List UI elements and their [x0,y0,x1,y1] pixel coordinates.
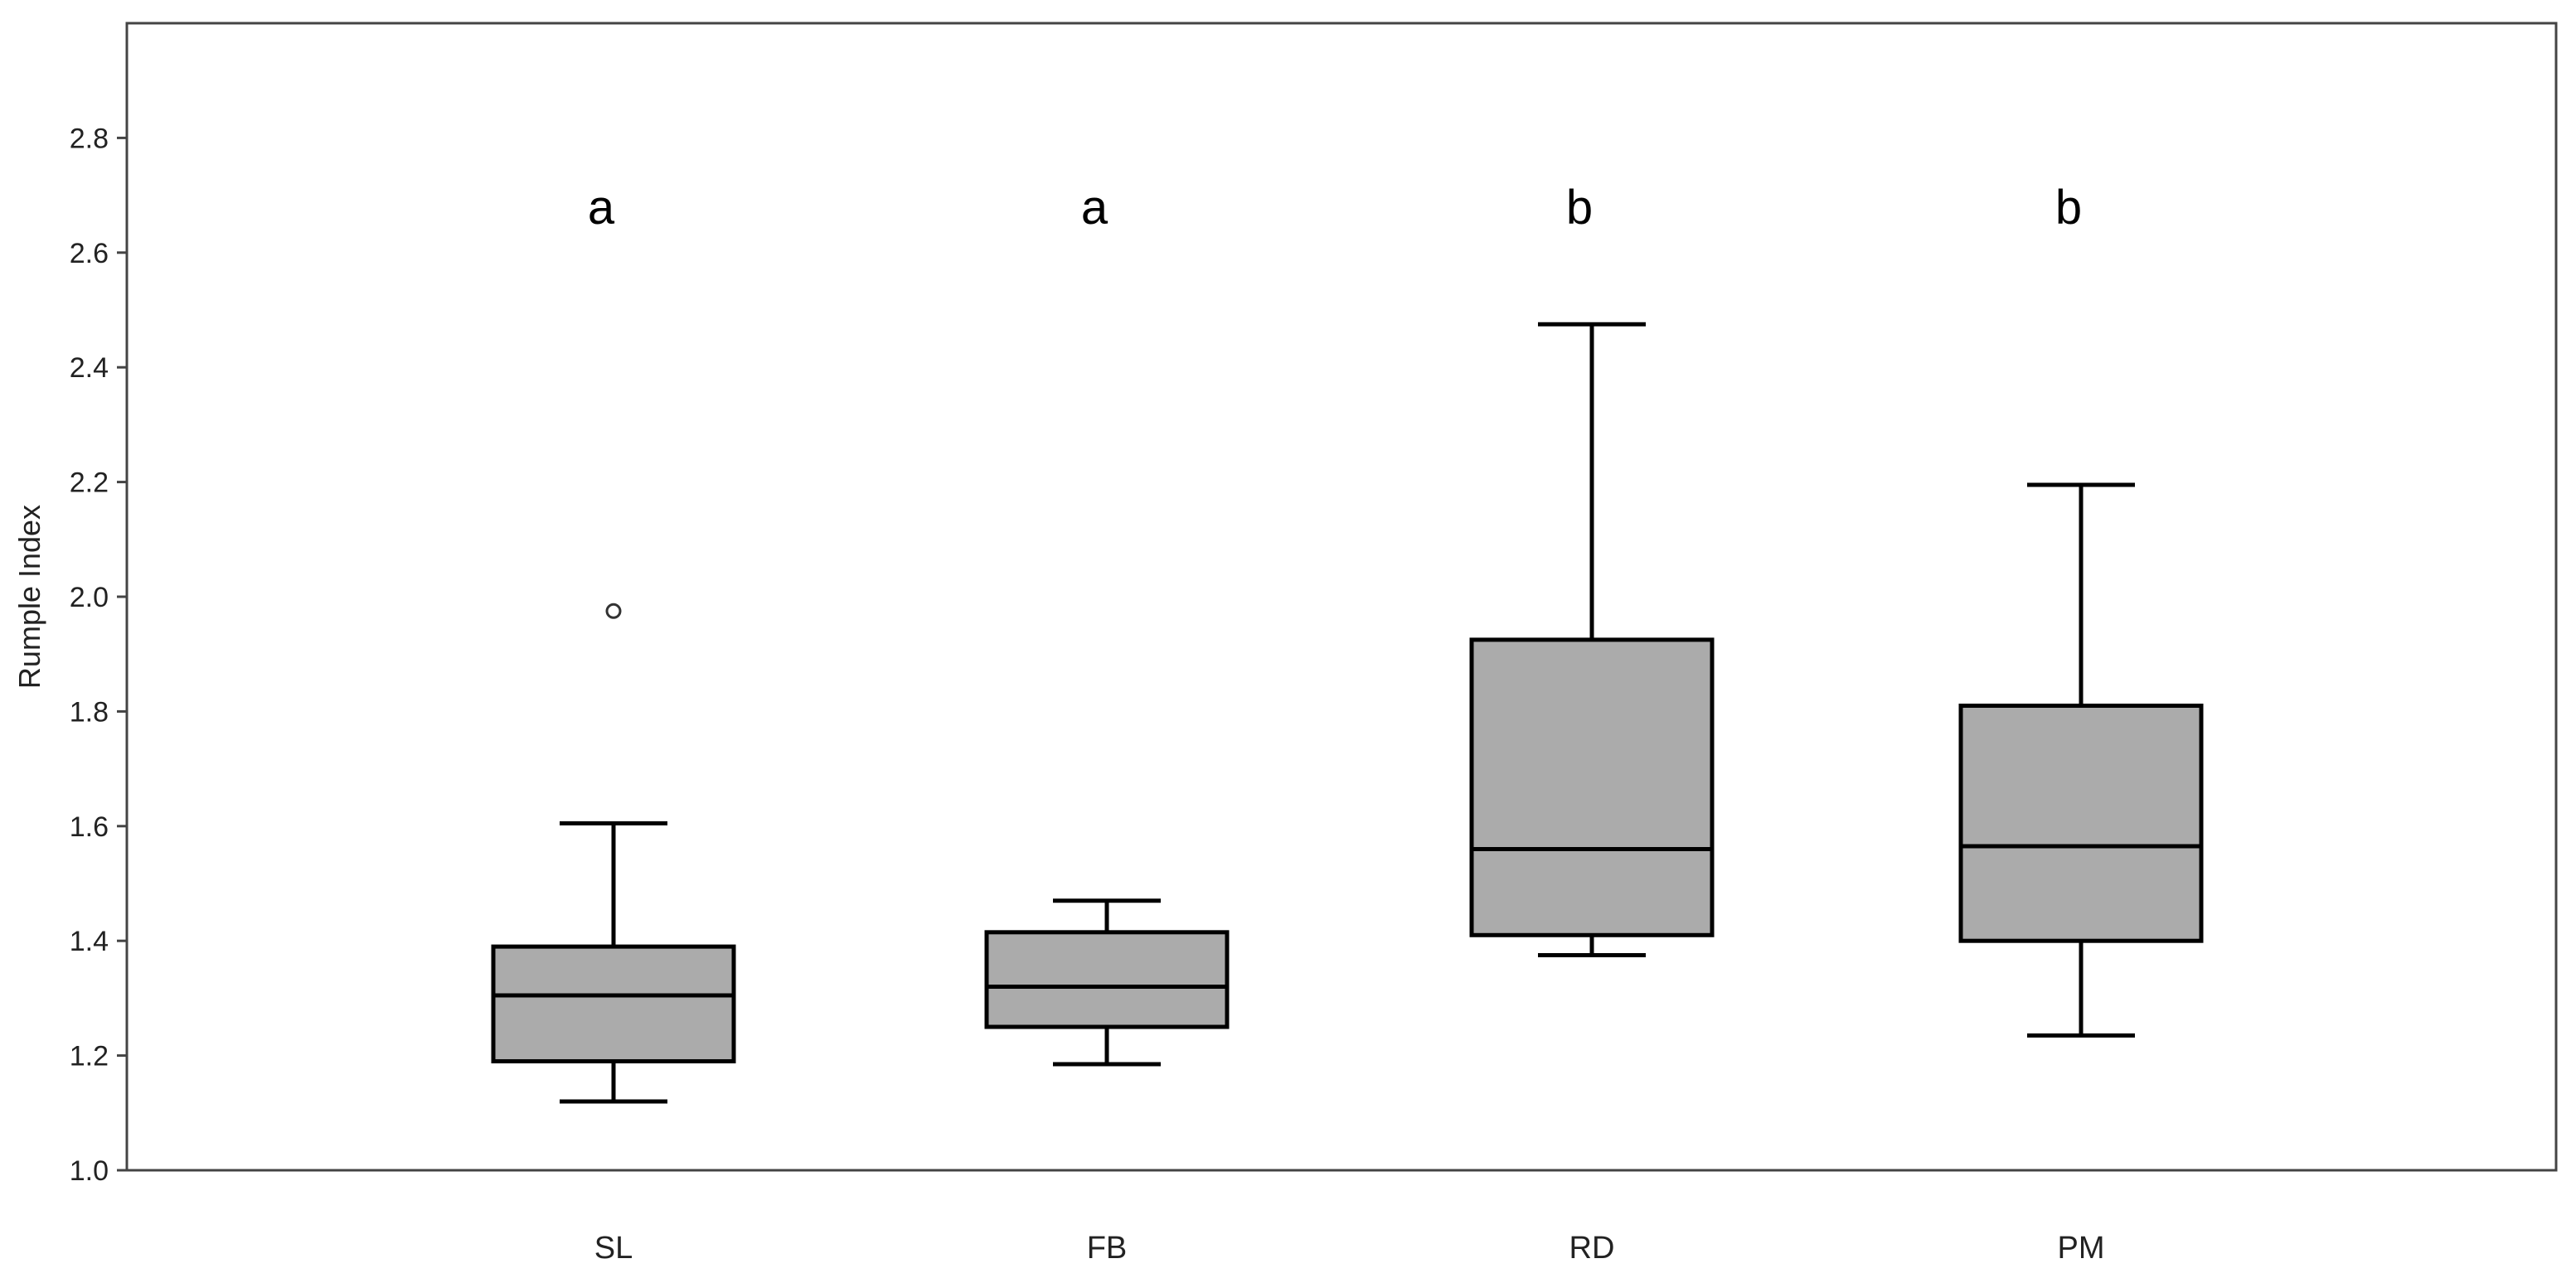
outlier-point-0 [605,603,622,619]
box-pm [1958,482,2204,1038]
iqr-box [1958,703,2204,943]
box-sl [491,603,736,1104]
y-axis-title: Rumple Index [12,505,46,689]
iqr-box [1469,637,1715,937]
x-category-label-sl: SL [594,1231,633,1266]
boxes-layer [491,322,2204,1104]
box-fb [984,898,1230,1067]
y-tick-label-8: 2.6 [70,238,109,269]
y-tick-label-9: 2.8 [70,123,109,154]
group-letter-sl: a [588,181,615,235]
iqr-box [984,930,1230,1029]
group-letter-pm: b [2055,181,2082,235]
y-tick-label-5: 2.0 [70,582,109,613]
y-tick-label-0: 1.0 [70,1155,109,1187]
y-tick-label-7: 2.4 [70,352,109,384]
y-tick-label-1: 1.2 [70,1041,109,1072]
y-axis: 1.0 1.2 1.4 1.6 1.8 2.0 2.2 2.4 2.6 2.8 [70,123,127,1187]
x-category-label-rd: RD [1569,1231,1615,1266]
y-tick-label-4: 1.8 [70,696,109,728]
box-rd [1469,322,1715,957]
group-letter-fb: a [1081,181,1109,235]
group-letter-rd: b [1566,181,1593,235]
x-category-label-pm: PM [2058,1231,2105,1266]
iqr-box [491,944,736,1064]
x-axis-labels: SL FB RD PM [594,1231,2105,1266]
y-tick-label-3: 1.6 [70,811,109,843]
y-tick-label-2: 1.4 [70,926,109,957]
x-category-label-fb: FB [1087,1231,1128,1266]
y-tick-label-6: 2.2 [70,467,109,499]
